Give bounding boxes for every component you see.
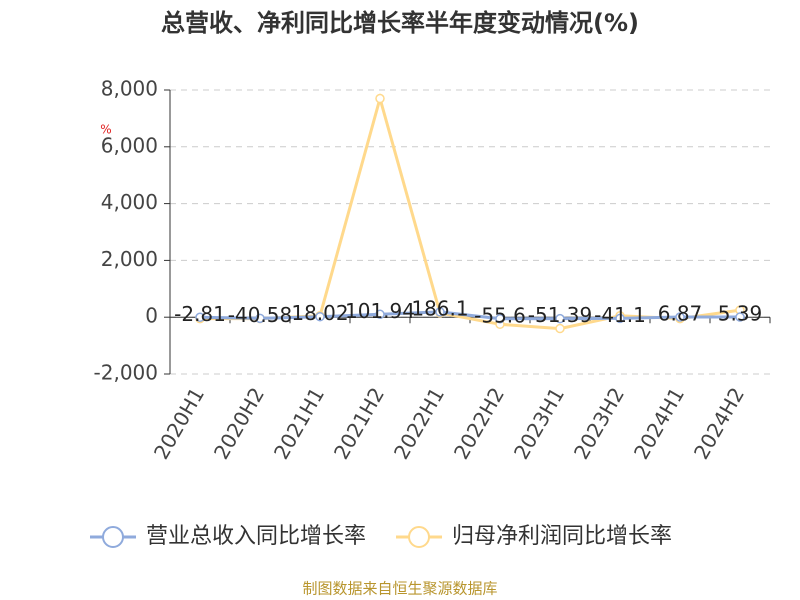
x-tick-label: 2021H2 bbox=[329, 383, 389, 463]
y-tick-label: 4,000 bbox=[101, 190, 158, 214]
series-line bbox=[200, 92, 741, 331]
point bbox=[375, 93, 385, 104]
source-note: 制图数据来自恒生聚源数据库 bbox=[302, 580, 497, 598]
point bbox=[675, 312, 685, 322]
point bbox=[555, 313, 565, 324]
y-tick-label: 6,000 bbox=[101, 133, 158, 157]
x-tick-label: 2022H2 bbox=[449, 383, 509, 463]
point bbox=[555, 323, 565, 334]
x-tick-label: 2024H1 bbox=[629, 383, 689, 463]
point bbox=[435, 307, 445, 317]
data-label: 101.94 bbox=[345, 299, 415, 323]
legend-label: 归母净利润同比增长率 bbox=[452, 524, 672, 549]
legend-marker bbox=[102, 526, 124, 548]
point bbox=[195, 312, 205, 323]
data-label: -51.39 bbox=[528, 303, 592, 327]
point bbox=[375, 309, 385, 320]
x-tick-label: 2024H2 bbox=[689, 383, 749, 463]
point bbox=[735, 312, 745, 322]
data-label: -41.1 bbox=[594, 303, 646, 327]
point bbox=[615, 313, 625, 324]
x-tick-label: 2021H1 bbox=[269, 383, 329, 463]
x-tick-label: 2023H1 bbox=[509, 383, 569, 463]
data-label: -55.6 bbox=[474, 303, 526, 327]
x-tick-label: 2023H2 bbox=[569, 383, 629, 463]
y-unit: % bbox=[100, 123, 111, 137]
data-label: 18.02 bbox=[291, 301, 348, 325]
data-label: -40.58 bbox=[228, 303, 292, 327]
point bbox=[255, 313, 265, 324]
x-tick-label: 2020H1 bbox=[149, 383, 209, 463]
data-label: 186.1 bbox=[411, 296, 468, 320]
series-line bbox=[199, 310, 741, 321]
data-label: 5.39 bbox=[718, 302, 763, 326]
y-tick-label: -2,000 bbox=[94, 361, 158, 385]
y-tick-label: 0 bbox=[145, 304, 158, 328]
y-tick-label: 8,000 bbox=[101, 77, 158, 101]
legend-marker bbox=[408, 526, 431, 548]
point bbox=[495, 314, 505, 324]
legend-label: 营业总收入同比增长率 bbox=[146, 524, 366, 549]
data-label: -2.81 bbox=[174, 302, 226, 326]
x-tick-label: 2020H2 bbox=[209, 383, 269, 463]
x-tick-label: 2022H1 bbox=[389, 383, 449, 463]
data-label: 6.87 bbox=[658, 302, 703, 326]
y-tick-label: 2,000 bbox=[101, 247, 158, 271]
point bbox=[315, 311, 325, 322]
chart-title: 总营收、净利同比增长率半年度变动情况(%) bbox=[161, 9, 639, 37]
